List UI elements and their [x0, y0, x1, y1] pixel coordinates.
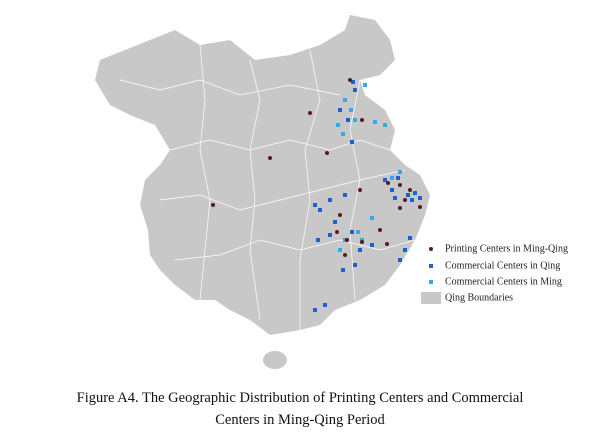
legend-marker: [421, 292, 441, 304]
legend: Printing Centers in Ming-Qing Commercial…: [421, 243, 568, 304]
commercial-qing: [313, 80, 422, 312]
boundaries: [119, 44, 416, 330]
legend-label: Commercial Centers in Ming: [445, 276, 562, 287]
map: [95, 15, 430, 369]
legend-label: Printing Centers in Ming-Qing: [445, 243, 568, 254]
commercial-ming: [336, 83, 402, 252]
legend-marker: [429, 280, 433, 284]
qing-territory: [95, 15, 430, 335]
caption: Figure A4. The Geographic Distribution o…: [77, 390, 524, 406]
legend-marker: [429, 247, 433, 251]
legend-label: Commercial Centers in Qing: [445, 260, 560, 271]
legend-label: Qing Boundaries: [445, 292, 513, 303]
caption: Centers in Ming-Qing Period: [215, 412, 385, 428]
legend-marker: [429, 264, 433, 268]
hainan: [263, 351, 287, 369]
printing-centers: [211, 78, 422, 257]
